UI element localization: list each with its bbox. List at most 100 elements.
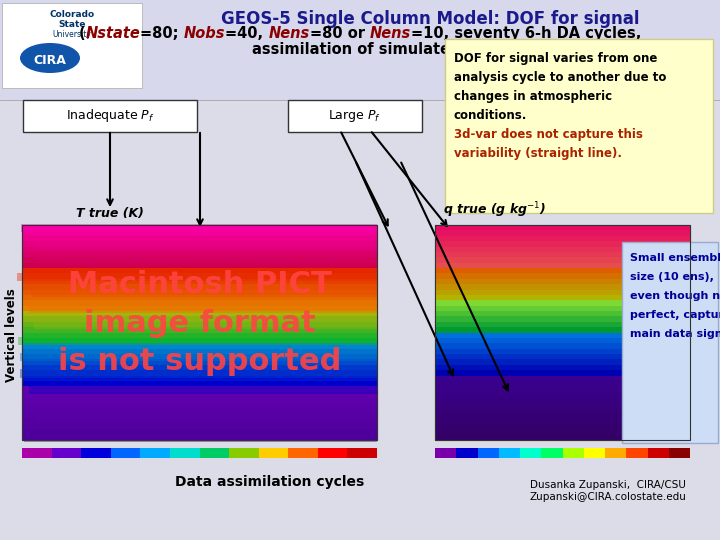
Bar — [435, 225, 690, 440]
Bar — [2, 3, 142, 88]
Text: Vertical levels: Vertical levels — [6, 288, 19, 382]
Bar — [477, 448, 499, 458]
Text: analysis cycle to another due to: analysis cycle to another due to — [454, 71, 667, 84]
Bar — [435, 386, 690, 392]
Bar — [29, 386, 377, 394]
Text: Nstate: Nstate — [85, 26, 140, 41]
Text: DOF for signal varies from one: DOF for signal varies from one — [454, 52, 657, 65]
Bar — [22, 256, 377, 262]
Bar — [22, 429, 377, 435]
Bar — [435, 375, 690, 381]
Bar — [29, 305, 377, 313]
Bar — [22, 241, 377, 246]
Text: =10, seventy 6-h DA cycles,: =10, seventy 6-h DA cycles, — [411, 26, 642, 41]
Bar — [435, 332, 690, 338]
Text: conditions.: conditions. — [454, 109, 527, 122]
Bar — [22, 380, 377, 386]
Bar — [435, 413, 690, 418]
Bar — [318, 448, 348, 458]
Bar — [22, 375, 377, 381]
Bar — [22, 262, 377, 268]
Bar — [20, 353, 377, 361]
FancyBboxPatch shape — [445, 39, 713, 213]
Bar — [435, 289, 690, 295]
Text: main data signals.: main data signals. — [630, 329, 720, 339]
Bar — [435, 273, 690, 279]
Bar — [22, 267, 377, 273]
Text: Data assimilation cycles: Data assimilation cycles — [176, 475, 364, 489]
Bar — [435, 284, 690, 289]
Bar — [34, 240, 377, 248]
Bar — [36, 418, 377, 426]
Bar — [435, 225, 690, 440]
Bar — [22, 246, 377, 252]
Bar — [435, 225, 690, 231]
Bar — [435, 343, 690, 349]
Bar — [22, 310, 377, 316]
Text: q true (g kg$^{-1}$): q true (g kg$^{-1}$) — [444, 200, 546, 220]
Bar — [626, 448, 647, 458]
FancyBboxPatch shape — [622, 242, 718, 443]
Bar — [435, 305, 690, 311]
Bar — [22, 332, 377, 338]
Text: Nobs: Nobs — [184, 26, 225, 41]
Text: variability (straight line).: variability (straight line). — [454, 147, 622, 160]
Bar — [0, 0, 720, 100]
Bar — [435, 429, 690, 435]
Bar — [435, 369, 690, 375]
Bar — [435, 300, 690, 306]
Bar — [22, 273, 377, 279]
Bar — [435, 230, 690, 236]
Bar — [584, 448, 605, 458]
Bar — [22, 364, 377, 370]
Bar — [18, 337, 377, 345]
Bar — [499, 448, 520, 458]
Text: assimilation of simulated T,q observations): assimilation of simulated T,q observatio… — [251, 42, 608, 57]
Text: CIRA: CIRA — [34, 53, 66, 66]
Bar — [22, 230, 377, 236]
Bar — [22, 407, 377, 413]
Bar — [435, 267, 690, 273]
Bar — [435, 262, 690, 268]
Text: T true (K): T true (K) — [76, 207, 144, 220]
Bar — [17, 273, 377, 281]
Ellipse shape — [20, 43, 80, 73]
Bar — [22, 434, 377, 440]
Bar — [435, 407, 690, 413]
Bar — [647, 448, 669, 458]
Text: Macintosh PICT
image format
is not supported: Macintosh PICT image format is not suppo… — [58, 271, 342, 376]
Bar — [22, 348, 377, 354]
Bar — [22, 225, 377, 440]
Bar — [22, 327, 377, 333]
Text: =40,: =40, — [225, 26, 269, 41]
Bar — [170, 448, 199, 458]
Bar — [22, 300, 377, 306]
Text: Zupanski@CIRA.colostate.edu: Zupanski@CIRA.colostate.edu — [530, 492, 687, 502]
Bar — [22, 338, 377, 343]
Text: 3d-var does not capture this: 3d-var does not capture this — [454, 128, 643, 141]
Bar — [288, 448, 318, 458]
Bar — [435, 391, 690, 397]
Bar — [435, 434, 690, 440]
Text: =80 or: =80 or — [310, 26, 370, 41]
Bar — [541, 448, 562, 458]
Text: perfect, captures: perfect, captures — [630, 310, 720, 320]
Bar — [435, 359, 690, 364]
Bar — [435, 396, 690, 402]
Bar — [435, 338, 690, 343]
Bar — [435, 235, 690, 241]
Bar — [229, 448, 258, 458]
Bar — [669, 448, 690, 458]
Text: GEOS-5 Single Column Model: DOF for signal: GEOS-5 Single Column Model: DOF for sign… — [221, 10, 639, 28]
Bar — [520, 448, 541, 458]
FancyBboxPatch shape — [23, 100, 197, 132]
Bar — [605, 448, 626, 458]
Bar — [435, 256, 690, 262]
Bar — [22, 418, 377, 424]
Bar — [435, 380, 690, 386]
Bar — [22, 289, 377, 295]
Bar — [435, 348, 690, 354]
Bar — [435, 321, 690, 327]
Bar — [435, 252, 690, 257]
Bar — [22, 284, 377, 289]
